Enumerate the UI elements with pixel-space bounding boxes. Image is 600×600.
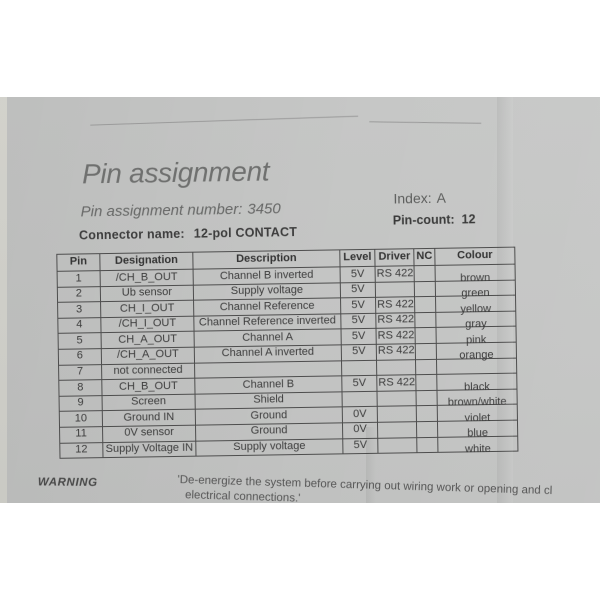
table-cell: 5V bbox=[340, 313, 377, 330]
table-cell: /CH_A_OUT bbox=[101, 347, 195, 365]
table-cell: RS 422 bbox=[375, 265, 415, 282]
table-cell bbox=[341, 391, 378, 408]
table-cell: Ground IN bbox=[102, 409, 196, 427]
table-cell: /CH_B_OUT bbox=[100, 269, 194, 287]
table-cell bbox=[416, 436, 438, 453]
table-cell: 5V bbox=[340, 266, 376, 283]
colour-value: pink bbox=[466, 333, 487, 347]
colour-value: violet bbox=[464, 411, 491, 425]
table-cell bbox=[414, 312, 436, 329]
table-cell bbox=[376, 359, 416, 376]
table-cell: Supply Voltage IN bbox=[102, 440, 196, 458]
column-header: Driver bbox=[374, 248, 415, 267]
table-cell: RS 422 bbox=[376, 374, 416, 392]
table-cell: CH_I_OUT bbox=[100, 300, 194, 318]
index-value: A bbox=[436, 189, 447, 206]
pin-assignment-number-label: Pin assignment number: bbox=[80, 200, 243, 221]
colour-value: yellow bbox=[460, 302, 492, 316]
table-cell bbox=[414, 280, 436, 297]
table-cell: 5V bbox=[340, 281, 376, 299]
column-header: Level bbox=[339, 249, 376, 267]
page-title: Pin assignment bbox=[81, 155, 270, 190]
table-cell bbox=[415, 343, 437, 360]
table-cell bbox=[415, 327, 437, 344]
index: Index: A bbox=[393, 190, 446, 207]
table-cell: RS 422 bbox=[376, 343, 416, 360]
table-cell: RS 422 bbox=[375, 296, 415, 314]
table-cell: 5 bbox=[58, 333, 102, 350]
letterhead-rule-left bbox=[90, 115, 359, 126]
table-cell: 6 bbox=[58, 348, 102, 365]
paper-crease-right bbox=[497, 97, 513, 503]
letterhead-rule-right bbox=[369, 121, 482, 124]
connector-name-label: Connector name: bbox=[78, 226, 185, 243]
table-cell: 12 bbox=[59, 442, 104, 459]
table-cell bbox=[415, 358, 437, 375]
table-cell bbox=[414, 296, 436, 313]
table-cell: 7 bbox=[58, 364, 102, 381]
table-cell: 2 bbox=[57, 286, 101, 303]
colour-value: brown bbox=[460, 271, 491, 284]
paper-crease-bottom bbox=[366, 427, 376, 503]
warning-text: 'De-energize the system before carrying … bbox=[177, 473, 600, 503]
table-cell bbox=[341, 359, 377, 377]
connector-name-value: 12-pol CONTACT bbox=[193, 225, 298, 241]
pin-assignment-table: Pin Designation Description Level Driver NC Co… bbox=[56, 247, 518, 459]
pin-count: Pin-count: 12 bbox=[393, 212, 476, 227]
table-cell bbox=[377, 437, 417, 454]
table-cell bbox=[416, 405, 438, 422]
pin-count-label: Pin-count: bbox=[392, 212, 455, 228]
column-header: NC bbox=[413, 248, 436, 266]
pin-assignment-number-value: 3450 bbox=[247, 200, 281, 218]
table-cell bbox=[415, 374, 437, 391]
warning-label: WARNING bbox=[37, 476, 98, 489]
table-cell: Supply voltage bbox=[195, 438, 343, 457]
table-cell: Screen bbox=[102, 393, 196, 411]
table-cell: 5V bbox=[341, 344, 377, 361]
table-cell: Ub sensor bbox=[100, 284, 194, 302]
table-cell: 1 bbox=[57, 270, 101, 287]
connector-name: Connector name: 12-pol CONTACT bbox=[79, 225, 297, 242]
table-cell: 0V sensor bbox=[102, 425, 196, 443]
table-cell bbox=[414, 265, 436, 282]
table-cell: not connected bbox=[101, 362, 195, 380]
table-cell: 5V bbox=[341, 375, 377, 392]
table-cell: 5V bbox=[340, 297, 376, 314]
colour-value: blue bbox=[467, 427, 489, 440]
column-header: Pin bbox=[56, 253, 101, 272]
table-cell: RS 422 bbox=[375, 312, 416, 329]
table-cell: 0V bbox=[342, 406, 378, 423]
pin-assignment-number: Pin assignment number: 3450 bbox=[81, 200, 281, 220]
pin-count-value: 12 bbox=[461, 212, 476, 227]
table-cell bbox=[377, 406, 417, 423]
table-cell bbox=[415, 390, 438, 407]
table-cell: 5V bbox=[341, 328, 377, 345]
table-cell: CH_A_OUT bbox=[101, 331, 195, 349]
colour-value: white bbox=[464, 443, 491, 456]
paper-left-edge bbox=[0, 97, 7, 503]
table-cell bbox=[416, 421, 438, 438]
column-header: Designation bbox=[99, 252, 194, 271]
document-photo: Pin assignment Pin assignment number: 345… bbox=[0, 97, 600, 503]
table-cell: 10 bbox=[59, 410, 103, 428]
table-cell: 11 bbox=[59, 426, 103, 443]
table-cell: 9 bbox=[59, 395, 103, 412]
table-cell bbox=[376, 390, 417, 407]
table-cell: /CH_I_OUT bbox=[100, 315, 195, 334]
table-cell: 8 bbox=[58, 379, 103, 397]
colour-value: gray bbox=[465, 318, 487, 331]
table-cell bbox=[375, 281, 415, 298]
index-label: Index: bbox=[393, 189, 432, 207]
pin-table-body: 1/CH_B_OUT Channel B inverted 5V RS 422 brow… bbox=[57, 264, 518, 459]
colour-value: black bbox=[463, 380, 490, 394]
table-cell: RS 422 bbox=[376, 328, 416, 345]
colour-value: orange bbox=[459, 349, 494, 362]
table-cell: 4 bbox=[57, 317, 102, 334]
table-cell: 3 bbox=[57, 301, 101, 319]
table-cell bbox=[377, 421, 417, 438]
colour-value: green bbox=[461, 287, 490, 300]
table-cell: CH_B_OUT bbox=[101, 378, 196, 396]
